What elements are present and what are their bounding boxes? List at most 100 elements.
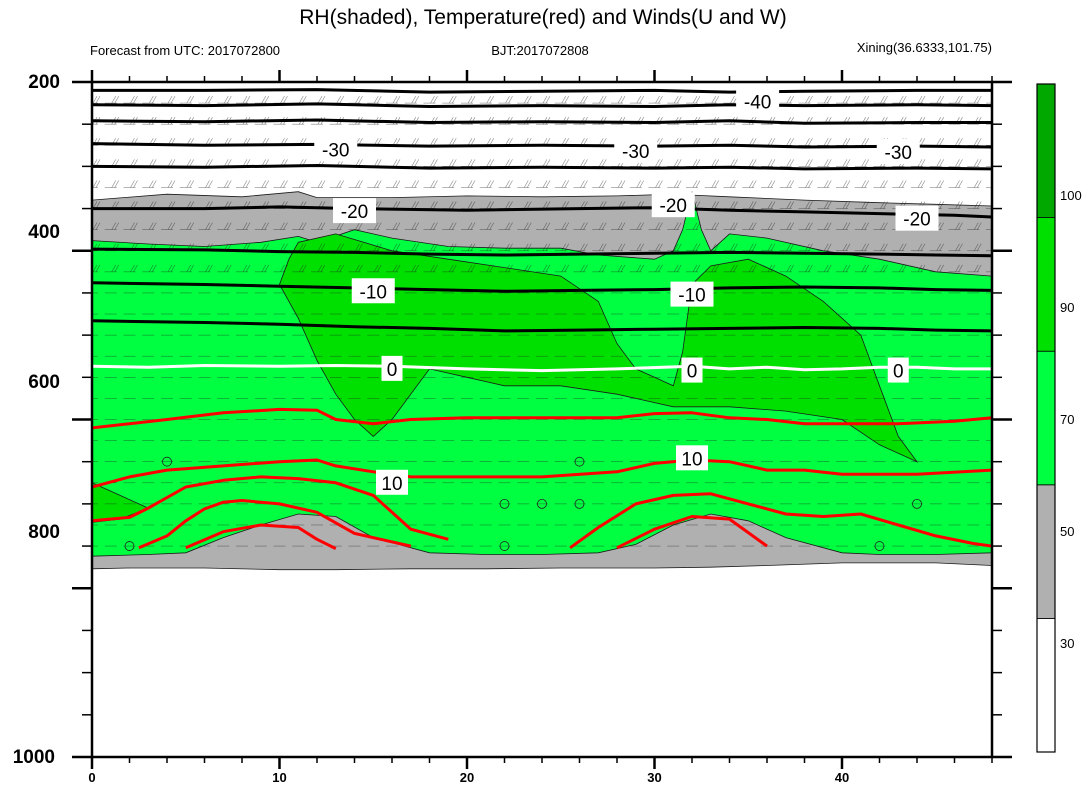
wind-barb bbox=[901, 243, 907, 251]
isotherm--10 bbox=[92, 319, 992, 333]
wind-barb bbox=[448, 180, 454, 188]
isotherm-10 bbox=[92, 475, 449, 541]
wind-barb bbox=[189, 222, 195, 230]
wind-barb bbox=[545, 159, 551, 167]
wind-barb bbox=[695, 159, 701, 167]
wind-barb bbox=[414, 159, 420, 167]
contour-label-box bbox=[670, 281, 714, 307]
wind-barb bbox=[673, 222, 679, 230]
wind-barb bbox=[486, 243, 492, 251]
wind-barb bbox=[711, 222, 717, 230]
wind-barb bbox=[673, 159, 679, 167]
wind-barb bbox=[636, 95, 642, 104]
wind-barb bbox=[505, 264, 510, 272]
wind-barb bbox=[505, 222, 510, 230]
wind-barb bbox=[430, 159, 435, 167]
wind-barb bbox=[223, 159, 229, 167]
wind-barb bbox=[996, 96, 1000, 103]
x-tick-label: 0 bbox=[88, 770, 95, 785]
wind-barb bbox=[939, 159, 945, 167]
wind-barb bbox=[264, 243, 270, 251]
wind-barb bbox=[861, 243, 867, 251]
wind-barb bbox=[320, 222, 326, 230]
wind-barb bbox=[898, 95, 904, 104]
wind-barb bbox=[789, 95, 795, 104]
wind-barb bbox=[167, 264, 173, 272]
wind-barb bbox=[564, 264, 570, 272]
wind-barb bbox=[939, 201, 945, 209]
wind-barb bbox=[545, 95, 551, 104]
wind-barb bbox=[958, 243, 963, 251]
wind-barb bbox=[920, 180, 926, 188]
wind-barb bbox=[880, 264, 885, 272]
wind-barb bbox=[658, 159, 663, 167]
wind-barb bbox=[411, 201, 417, 209]
wind-barb bbox=[770, 180, 776, 188]
wind-barb bbox=[392, 159, 398, 167]
wind-barb bbox=[505, 159, 510, 167]
wind-barb bbox=[917, 243, 923, 251]
wind-barb bbox=[392, 95, 398, 104]
wind-barb bbox=[226, 180, 232, 188]
wind-barb bbox=[993, 180, 997, 187]
wind-barb bbox=[751, 138, 757, 146]
wind-barb bbox=[917, 95, 923, 104]
isotherm-10 bbox=[185, 523, 337, 550]
wind-barb bbox=[226, 222, 232, 230]
calm-wind-circle bbox=[912, 498, 922, 509]
wind-barb bbox=[695, 243, 701, 251]
wind-barb bbox=[505, 180, 510, 188]
contour-label: -40 bbox=[744, 92, 771, 113]
wind-barb bbox=[489, 201, 495, 209]
wind-barb bbox=[226, 159, 232, 167]
wind-barb bbox=[730, 180, 735, 188]
wind-barb bbox=[92, 95, 98, 104]
wind-barb bbox=[148, 222, 154, 230]
wind-barb bbox=[996, 117, 1000, 124]
wind-barb bbox=[358, 95, 363, 104]
wind-barb bbox=[470, 264, 476, 272]
wind-barb bbox=[639, 180, 645, 188]
wind-barb bbox=[996, 180, 1000, 187]
colorbar-segment bbox=[1036, 618, 1056, 753]
wind-barb bbox=[167, 159, 173, 167]
wind-barb bbox=[695, 95, 701, 104]
wind-barb bbox=[542, 95, 548, 104]
wind-barb bbox=[936, 243, 942, 251]
colorbar bbox=[1036, 83, 1056, 753]
wind-barb bbox=[936, 138, 942, 146]
wind-barb bbox=[748, 180, 754, 188]
wind-barb bbox=[655, 243, 660, 251]
wind-barb bbox=[730, 159, 735, 167]
wind-barb bbox=[958, 222, 963, 230]
contour-label: -10 bbox=[360, 282, 387, 303]
wind-barb bbox=[226, 95, 232, 104]
isotherm-0 bbox=[92, 364, 992, 373]
wind-barb bbox=[658, 243, 663, 251]
wind-barb bbox=[711, 159, 717, 167]
wind-barb bbox=[976, 222, 982, 230]
wind-barb bbox=[151, 222, 157, 230]
wind-barb bbox=[508, 95, 513, 104]
wind-barb bbox=[411, 264, 417, 272]
wind-barb bbox=[692, 159, 698, 167]
wind-barb bbox=[861, 159, 867, 167]
wind-barb bbox=[448, 222, 454, 230]
wind-barb bbox=[842, 243, 848, 251]
wind-barb bbox=[917, 159, 923, 167]
wind-barb bbox=[583, 243, 588, 251]
wind-barb bbox=[880, 95, 885, 104]
wind-barb bbox=[733, 243, 738, 251]
wind-barb bbox=[955, 264, 960, 272]
wind-barb bbox=[823, 159, 829, 167]
wind-barb bbox=[845, 95, 851, 104]
wind-barb bbox=[542, 222, 548, 230]
wind-barb bbox=[711, 95, 717, 104]
wind-barb bbox=[320, 264, 326, 272]
wind-barb bbox=[301, 180, 307, 188]
wind-barb bbox=[789, 201, 795, 209]
wind-barb bbox=[523, 222, 529, 230]
wind-barb bbox=[823, 201, 829, 209]
wind-barb bbox=[414, 138, 420, 146]
contour-label: -30 bbox=[322, 141, 349, 162]
